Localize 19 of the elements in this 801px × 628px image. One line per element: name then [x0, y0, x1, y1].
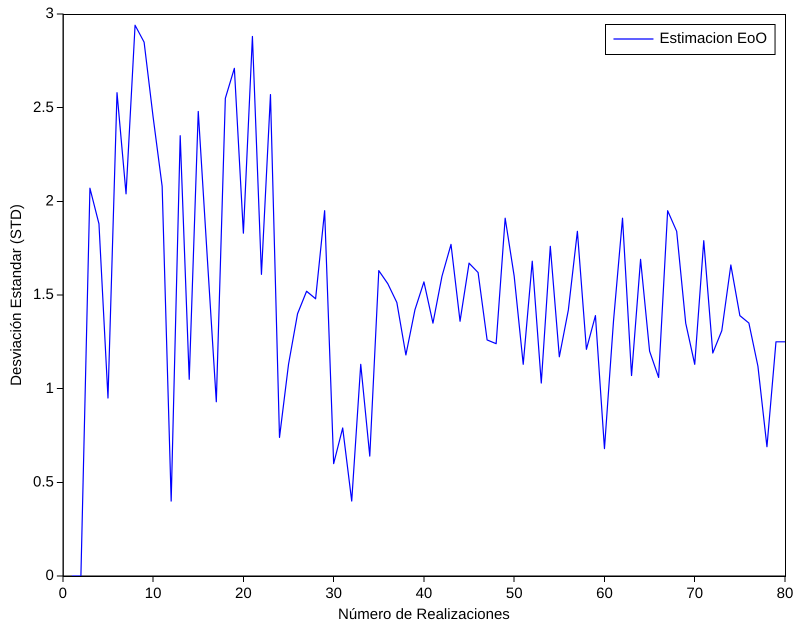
y-tick-label: 0.5 — [32, 473, 54, 490]
y-tick-label: 1 — [46, 380, 54, 397]
x-tick-label: 10 — [144, 585, 162, 602]
y-tick-label: 2.5 — [32, 98, 54, 116]
legend-label: Estimacion EoO — [659, 30, 768, 48]
x-tick-label: 20 — [235, 585, 252, 602]
y-tick-label: 3 — [46, 5, 54, 22]
x-axis-title: Número de Realizaciones — [338, 606, 510, 624]
x-tick-label: 60 — [596, 585, 613, 602]
y-axis-title: Desviación Estandar (STD) — [8, 204, 26, 386]
y-tick-label: 0 — [46, 567, 54, 584]
x-tick-label: 80 — [776, 585, 794, 602]
x-tick-label: 30 — [325, 585, 342, 602]
y-tick-label: 2 — [46, 192, 54, 210]
x-tick-label: 70 — [686, 585, 704, 602]
y-tick-label: 1.5 — [32, 286, 54, 304]
x-tick-label: 0 — [58, 585, 68, 602]
x-tick-label: 50 — [506, 585, 523, 602]
x-tick-label: 40 — [416, 585, 432, 602]
